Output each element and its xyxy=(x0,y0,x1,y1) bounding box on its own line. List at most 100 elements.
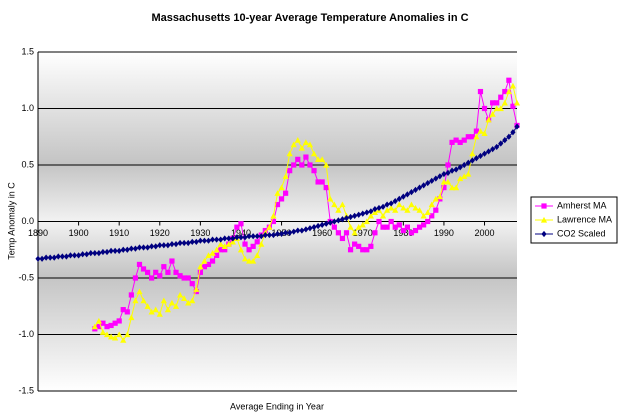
marker xyxy=(51,254,57,261)
marker xyxy=(153,243,159,250)
legend-label: CO2 Scaled xyxy=(557,228,606,238)
legend-marker xyxy=(541,230,547,238)
marker xyxy=(433,175,439,182)
marker xyxy=(416,207,423,213)
marker xyxy=(493,105,500,112)
marker xyxy=(404,207,411,213)
marker xyxy=(355,224,362,230)
x-tick-label: 1940 xyxy=(231,228,251,238)
marker xyxy=(92,250,98,257)
marker xyxy=(250,243,256,249)
marker xyxy=(437,173,443,180)
marker xyxy=(218,236,224,243)
marker xyxy=(352,241,358,247)
marker xyxy=(213,246,220,253)
marker xyxy=(181,239,187,247)
marker xyxy=(400,193,406,200)
marker xyxy=(156,311,163,317)
marker xyxy=(274,201,281,208)
marker xyxy=(404,224,410,230)
marker xyxy=(164,306,171,313)
marker xyxy=(376,204,382,212)
marker xyxy=(343,215,350,222)
marker xyxy=(421,182,427,189)
marker xyxy=(335,207,342,213)
marker xyxy=(510,129,516,136)
marker xyxy=(339,216,346,223)
marker xyxy=(485,116,492,123)
marker xyxy=(469,150,476,157)
marker xyxy=(412,227,419,234)
marker xyxy=(287,229,293,236)
x-tick-label: 2000 xyxy=(475,228,495,238)
marker xyxy=(258,233,264,240)
y-tick-label: -1.0 xyxy=(18,329,34,339)
marker xyxy=(124,331,131,338)
marker xyxy=(205,237,212,244)
marker xyxy=(477,88,484,95)
marker xyxy=(445,169,451,177)
y-tick-label: -0.5 xyxy=(18,272,34,282)
marker xyxy=(104,323,110,330)
marker xyxy=(189,238,195,245)
marker xyxy=(323,220,329,227)
marker xyxy=(392,207,399,213)
marker xyxy=(205,261,212,268)
marker xyxy=(384,207,391,213)
marker xyxy=(189,297,196,304)
marker xyxy=(112,334,119,341)
marker xyxy=(35,255,41,262)
marker xyxy=(132,275,139,281)
marker xyxy=(172,303,180,309)
marker xyxy=(384,224,390,230)
marker xyxy=(234,234,240,241)
marker xyxy=(209,258,216,264)
marker xyxy=(238,221,244,227)
marker xyxy=(494,100,500,106)
marker xyxy=(359,221,366,228)
marker xyxy=(412,204,419,211)
marker xyxy=(108,247,114,254)
marker xyxy=(197,237,203,244)
marker xyxy=(404,191,410,198)
marker xyxy=(71,252,78,259)
marker xyxy=(294,137,301,143)
marker xyxy=(132,245,139,252)
marker xyxy=(440,178,448,185)
marker xyxy=(506,133,512,140)
marker xyxy=(185,275,191,281)
marker xyxy=(376,218,382,225)
marker xyxy=(136,261,143,268)
marker xyxy=(112,247,118,254)
x-tick-label: 1910 xyxy=(109,228,129,238)
marker xyxy=(157,242,163,249)
marker xyxy=(242,234,248,241)
marker xyxy=(444,178,452,185)
marker xyxy=(360,210,366,217)
marker xyxy=(465,170,472,177)
marker xyxy=(254,233,260,240)
marker xyxy=(160,297,167,304)
marker xyxy=(465,159,471,166)
y-axis-label: Temp Anomaly in C xyxy=(6,182,16,260)
marker xyxy=(425,179,431,187)
marker xyxy=(412,186,419,193)
marker xyxy=(185,299,192,306)
marker xyxy=(270,218,277,225)
marker xyxy=(384,201,390,208)
marker xyxy=(103,331,111,338)
marker xyxy=(453,184,460,191)
marker xyxy=(356,243,362,249)
marker xyxy=(100,320,106,326)
marker xyxy=(299,227,305,234)
marker xyxy=(165,242,171,249)
marker xyxy=(209,236,216,243)
marker xyxy=(490,100,496,106)
marker xyxy=(477,152,484,160)
marker xyxy=(380,203,386,210)
marker xyxy=(498,94,504,100)
x-axis-label: Average Ending in Year xyxy=(230,401,324,411)
marker xyxy=(331,201,338,208)
marker xyxy=(315,222,321,230)
